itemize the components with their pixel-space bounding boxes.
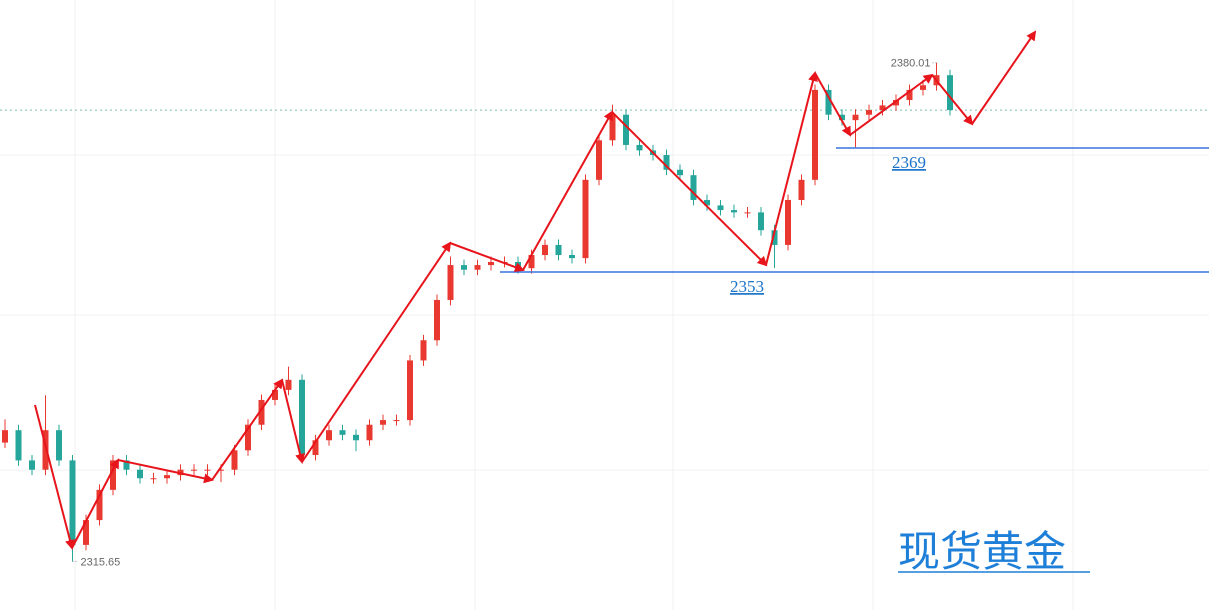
candle-body [15,430,22,461]
candle-body [137,469,143,479]
trend-arrow [611,111,768,267]
candle-body [798,179,805,200]
candle-body [272,389,278,400]
candle-body [528,255,535,269]
candle-body [839,114,845,121]
trend-arrow [522,110,613,271]
candle-body [488,261,494,266]
candle-body [326,430,332,441]
candle-body [906,89,913,100]
candle-body [29,460,35,470]
candle-body [623,114,629,145]
candle-body [204,469,211,471]
candle-body [2,430,8,443]
candle-body [812,89,818,180]
high-label: 2380.01 [891,58,931,70]
candle-body [663,155,670,170]
candle-body [218,469,224,471]
candle-body [920,85,926,90]
candle-body [704,199,710,206]
candle-body [947,75,953,111]
candle-body [191,469,197,471]
candle-body [299,379,305,455]
support-label: 2353 [730,277,764,296]
trend-arrow [971,30,1037,125]
candle-body [690,175,697,200]
candle-body [258,399,265,425]
candle-body [866,110,872,115]
trend-arrow [117,459,214,484]
candle-body [609,114,616,141]
trend-arrow [849,73,934,136]
candle-body [245,424,251,451]
candle-body [758,212,764,231]
support-label: 2369 [892,153,926,172]
candle-body [879,105,886,111]
candle-body [56,430,62,461]
candle-body [69,460,76,545]
candle-body [555,244,562,256]
candle-body [231,450,238,470]
candle-body [339,430,346,435]
trend-arrow [814,72,851,137]
trend-arrow [71,458,119,549]
trend-arrow [931,74,974,126]
candle-body [123,460,130,470]
trend-arrow [211,378,284,481]
candle-body [393,420,400,422]
candle-body [110,460,116,490]
trend-arrow [34,404,75,550]
trend-arrow [301,241,452,463]
candle-body [353,434,359,441]
candle-body [825,89,832,115]
candle-body [636,144,643,151]
candle-body [542,244,548,256]
candle-body [744,212,751,214]
candle-body [596,140,602,180]
candle-body [150,478,157,480]
candle-body [447,265,454,300]
candle-body [582,179,589,259]
candle-body [434,299,440,341]
candle-body [785,199,791,245]
candle-body [366,424,373,441]
candle-body [569,255,575,259]
candle-body [420,340,427,361]
candle-body [852,114,859,121]
candle-body [407,360,413,421]
trend-arrow [449,242,525,272]
candle-body [380,420,386,425]
trend-arrow [281,379,305,464]
candle-body [312,440,319,455]
candle-body [731,210,737,213]
candle-body [285,379,292,390]
candle-body [461,265,467,270]
candle-body [771,230,778,245]
candle-body [42,430,49,470]
candle-body [717,205,724,211]
candle-body [164,475,170,479]
candle-body [96,489,103,521]
candle-body [474,265,481,270]
trend-arrow [765,71,818,266]
candle-body [83,520,89,545]
watermark: 现货黄金 [898,527,1066,576]
low-label: 2315.65 [81,557,121,569]
candle-body [893,99,899,106]
candle-body [677,169,683,176]
